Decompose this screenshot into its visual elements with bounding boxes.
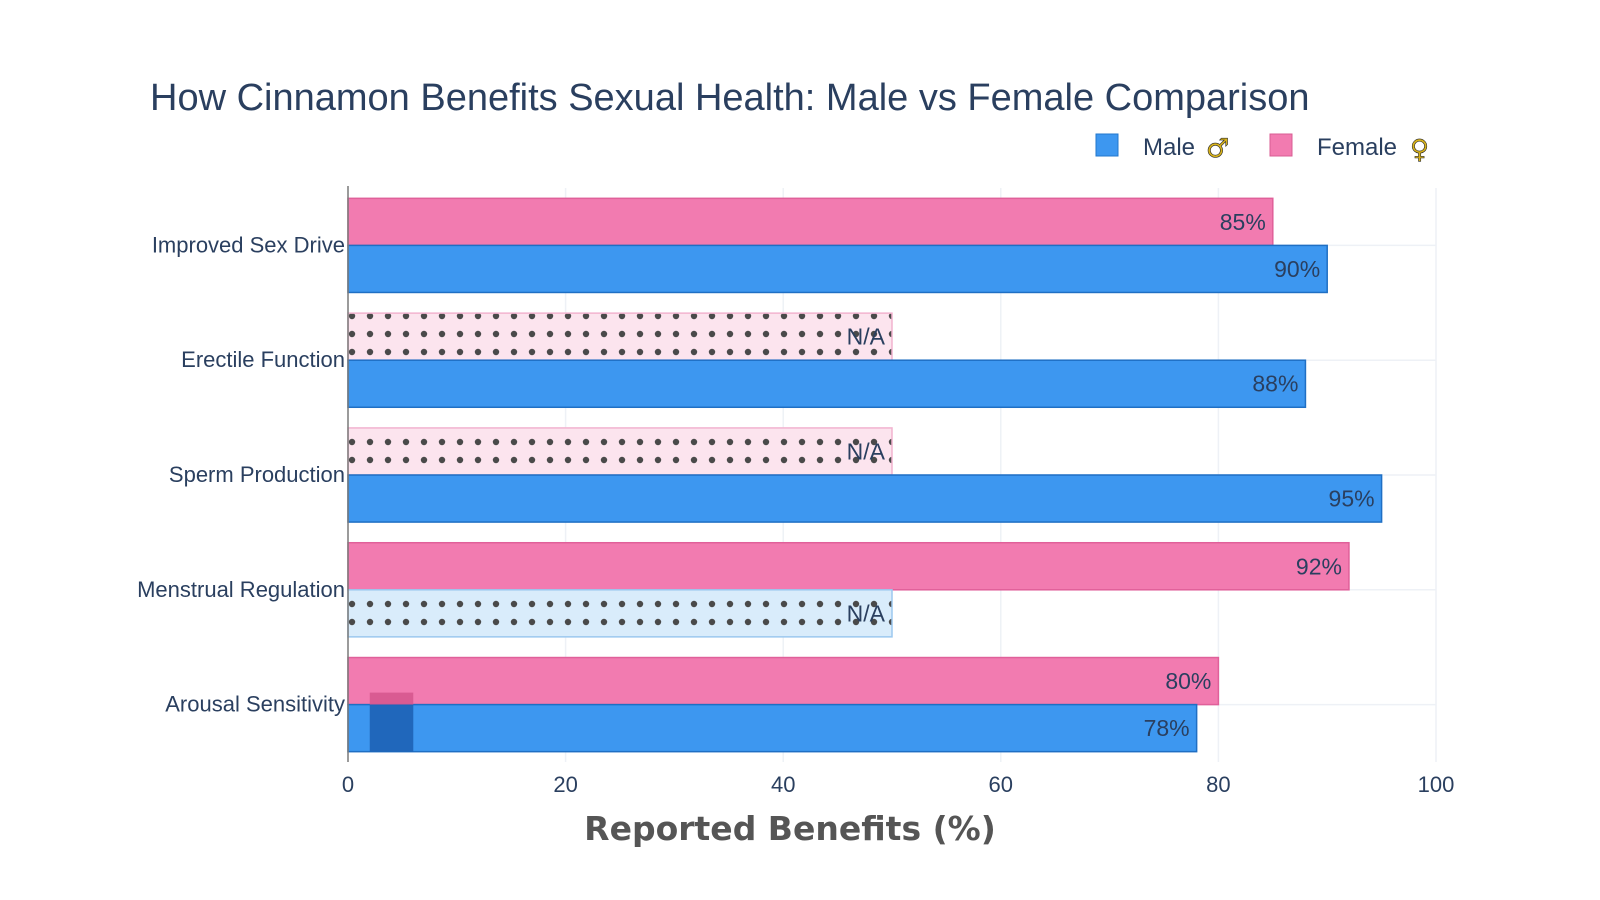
x-tick-label: 40: [771, 772, 795, 797]
bars: 85% 90% N/A 88% N/A 95% 92% N/A 80% 78%: [347, 197, 1383, 753]
x-axis-title: Reported Benefits (%): [584, 809, 996, 848]
bar-value-label: N/A: [847, 438, 886, 464]
bar-value-label: 92%: [1296, 553, 1342, 579]
chart-title: How Cinnamon Benefits Sexual Health: Mal…: [150, 77, 1310, 119]
legend-label-female[interactable]: Female: [1317, 134, 1397, 161]
male-bar[interactable]: [347, 359, 1307, 409]
bar-value-label: 78%: [1144, 715, 1190, 741]
x-tick-label: 80: [1206, 772, 1230, 797]
bar-value-label: 85%: [1220, 209, 1266, 235]
category-label: Menstrual Regulation: [137, 577, 345, 602]
category-label: Sperm Production: [169, 462, 345, 487]
legend-swatch-female[interactable]: [1269, 133, 1293, 157]
female-bar[interactable]: [347, 541, 1350, 591]
x-tick-label: 20: [553, 772, 577, 797]
bar-value-label: 80%: [1165, 668, 1211, 694]
bar-value-label: 88%: [1252, 371, 1298, 397]
female-bar[interactable]: [347, 197, 1274, 247]
female-bar[interactable]: [347, 656, 1220, 706]
legend-label-male[interactable]: Male: [1143, 134, 1195, 161]
bar-value-label: N/A: [847, 600, 886, 626]
female-bar-na[interactable]: [347, 312, 893, 361]
x-tick-label: 0: [342, 772, 354, 797]
bar-value-label: N/A: [847, 324, 886, 350]
x-tick-label: 100: [1418, 772, 1455, 797]
female-bar-na[interactable]: [347, 427, 893, 476]
category-label: Arousal Sensitivity: [165, 692, 345, 717]
male-highlight-mark: [369, 704, 414, 752]
male-bar[interactable]: [347, 244, 1328, 294]
female-highlight-mark: [369, 692, 414, 705]
legend-swatch-male[interactable]: [1095, 133, 1119, 157]
bar-value-label: 95%: [1329, 486, 1375, 512]
male-bar[interactable]: [347, 474, 1383, 523]
category-label: Erectile Function: [181, 347, 345, 372]
male-bar-na[interactable]: [347, 589, 893, 638]
male-bar[interactable]: [347, 703, 1198, 753]
category-label: Improved Sex Drive: [152, 232, 345, 257]
male-symbol-icon: ♂: [1206, 134, 1229, 164]
x-tick-label: 60: [989, 772, 1013, 797]
legend: Male ♂ Female ♀: [1095, 133, 1429, 165]
bar-value-label: 90%: [1274, 256, 1320, 282]
axes: 0 20 40 60 80 100 Improved Sex Drive Erectile F…: [137, 186, 1454, 797]
female-symbol-icon: ♀: [1410, 135, 1429, 165]
